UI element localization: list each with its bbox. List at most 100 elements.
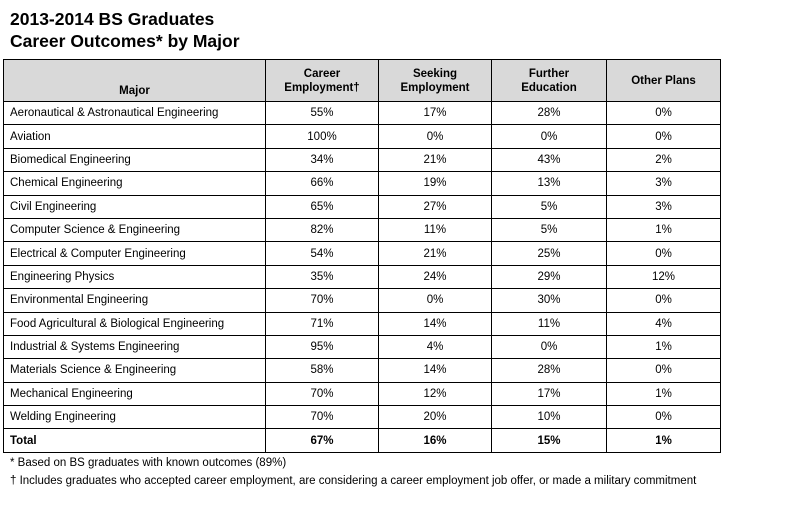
- cell-other-plans: 0%: [606, 124, 721, 149]
- cell-major: Total: [3, 428, 266, 453]
- cell-career-employment: 95%: [265, 334, 379, 360]
- cell-seeking-employment: 12%: [378, 381, 492, 407]
- cell-major: Computer Science & Engineering: [3, 217, 266, 243]
- cell-seeking-employment: 14%: [378, 311, 492, 336]
- page-title: 2013-2014 BS Graduates Career Outcomes* …: [10, 8, 240, 52]
- title-line-2: Career Outcomes* by Major: [10, 31, 240, 51]
- cell-seeking-employment: 17%: [378, 100, 492, 126]
- cell-other-plans: 12%: [606, 264, 721, 290]
- table-row: Aviation 100% 0% 0% 0%: [3, 124, 721, 149]
- title-line-1: 2013-2014 BS Graduates: [10, 9, 215, 29]
- cell-major: Environmental Engineering: [3, 288, 266, 313]
- cell-other-plans: 1%: [606, 217, 721, 243]
- cell-career-employment: 100%: [265, 124, 379, 149]
- cell-career-employment: 70%: [265, 288, 379, 313]
- cell-further-education: 28%: [491, 358, 607, 383]
- table-header-row: Major Career Employment† Seeking Employm…: [3, 59, 721, 102]
- cell-seeking-employment: 16%: [378, 428, 492, 453]
- cell-further-education: 13%: [491, 171, 607, 196]
- cell-seeking-employment: 11%: [378, 217, 492, 243]
- table-row: Engineering Physics 35% 24% 29% 12%: [3, 264, 721, 290]
- cell-other-plans: 3%: [606, 194, 721, 219]
- table-row: Biomedical Engineering 34% 21% 43% 2%: [3, 147, 721, 173]
- cell-further-education: 0%: [491, 124, 607, 149]
- cell-further-education: 5%: [491, 194, 607, 219]
- cell-major: Aeronautical & Astronautical Engineering: [3, 100, 266, 126]
- cell-other-plans: 0%: [606, 100, 721, 126]
- cell-seeking-employment: 27%: [378, 194, 492, 219]
- cell-career-employment: 70%: [265, 405, 379, 430]
- cell-major: Civil Engineering: [3, 194, 266, 219]
- cell-seeking-employment: 14%: [378, 358, 492, 383]
- cell-other-plans: 0%: [606, 241, 721, 266]
- cell-career-employment: 70%: [265, 381, 379, 407]
- cell-career-employment: 34%: [265, 147, 379, 173]
- cell-career-employment: 67%: [265, 428, 379, 453]
- cell-other-plans: 0%: [606, 358, 721, 383]
- career-outcomes-table: Major Career Employment† Seeking Employm…: [3, 59, 721, 453]
- cell-other-plans: 1%: [606, 428, 721, 453]
- cell-other-plans: 4%: [606, 311, 721, 336]
- cell-career-employment: 66%: [265, 171, 379, 196]
- cell-career-employment: 54%: [265, 241, 379, 266]
- cell-further-education: 17%: [491, 381, 607, 407]
- cell-major: Industrial & Systems Engineering: [3, 334, 266, 360]
- cell-seeking-employment: 21%: [378, 147, 492, 173]
- cell-career-employment: 82%: [265, 217, 379, 243]
- table-row: Chemical Engineering 66% 19% 13% 3%: [3, 171, 721, 196]
- cell-further-education: 5%: [491, 217, 607, 243]
- table-row: Industrial & Systems Engineering 95% 4% 0% 1…: [3, 334, 721, 360]
- header-seeking-employment: Seeking Employment: [378, 59, 492, 102]
- cell-other-plans: 1%: [606, 334, 721, 360]
- header-seeking-line-2: Employment: [400, 81, 470, 94]
- total-row: Total 67% 16% 15% 1%: [3, 428, 721, 453]
- cell-major: Biomedical Engineering: [3, 147, 266, 173]
- table-row: Environmental Engineering 70% 0% 30% 0%: [3, 288, 721, 313]
- cell-other-plans: 2%: [606, 147, 721, 173]
- header-career-line-2: Employment†: [284, 81, 360, 94]
- header-further-education: Further Education: [491, 59, 607, 102]
- cell-major: Engineering Physics: [3, 264, 266, 290]
- table-row: Civil Engineering 65% 27% 5% 3%: [3, 194, 721, 219]
- cell-career-employment: 65%: [265, 194, 379, 219]
- cell-seeking-employment: 20%: [378, 405, 492, 430]
- cell-other-plans: 0%: [606, 288, 721, 313]
- cell-career-employment: 58%: [265, 358, 379, 383]
- cell-major: Chemical Engineering: [3, 171, 266, 196]
- cell-further-education: 25%: [491, 241, 607, 266]
- header-major: Major: [3, 59, 266, 102]
- header-career-line-1: Career: [303, 67, 341, 80]
- cell-major: Food Agricultural & Biological Engineeri…: [3, 311, 266, 336]
- footnote-dagger: † Includes graduates who accepted career…: [10, 475, 697, 487]
- cell-career-employment: 35%: [265, 264, 379, 290]
- cell-major: Welding Engineering: [3, 405, 266, 430]
- header-career-employment: Career Employment†: [265, 59, 379, 102]
- table-row: Mechanical Engineering 70% 12% 17% 1%: [3, 381, 721, 407]
- cell-seeking-employment: 0%: [378, 124, 492, 149]
- cell-seeking-employment: 4%: [378, 334, 492, 360]
- footnote-asterisk: * Based on BS graduates with known outco…: [10, 457, 287, 469]
- cell-other-plans: 3%: [606, 171, 721, 196]
- cell-career-employment: 55%: [265, 100, 379, 126]
- cell-further-education: 28%: [491, 100, 607, 126]
- cell-further-education: 11%: [491, 311, 607, 336]
- cell-further-education: 15%: [491, 428, 607, 453]
- cell-major: Aviation: [3, 124, 266, 149]
- cell-career-employment: 71%: [265, 311, 379, 336]
- cell-major: Electrical & Computer Engineering: [3, 241, 266, 266]
- cell-further-education: 43%: [491, 147, 607, 173]
- cell-seeking-employment: 21%: [378, 241, 492, 266]
- table-body: Aeronautical & Astronautical Engineering…: [3, 100, 721, 453]
- cell-other-plans: 1%: [606, 381, 721, 407]
- header-other-plans: Other Plans: [606, 59, 721, 102]
- cell-seeking-employment: 0%: [378, 288, 492, 313]
- header-further-line-1: Further: [528, 67, 570, 80]
- table-row: Electrical & Computer Engineering 54% 21% 2…: [3, 241, 721, 266]
- header-further-line-2: Education: [521, 81, 577, 94]
- cell-major: Mechanical Engineering: [3, 381, 266, 407]
- cell-seeking-employment: 24%: [378, 264, 492, 290]
- cell-other-plans: 0%: [606, 405, 721, 430]
- table-row: Welding Engineering 70% 20% 10% 0%: [3, 405, 721, 430]
- cell-seeking-employment: 19%: [378, 171, 492, 196]
- cell-major: Materials Science & Engineering: [3, 358, 266, 383]
